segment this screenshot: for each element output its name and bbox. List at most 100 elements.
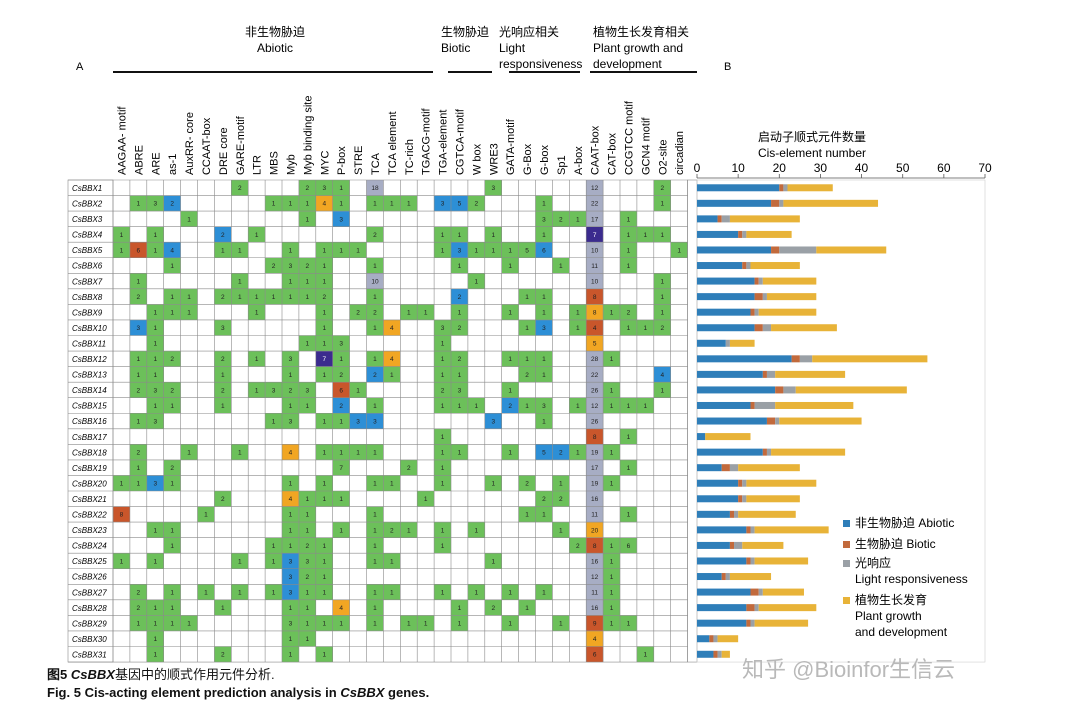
heatmap-cell-value: 1 — [475, 527, 479, 534]
heatmap-cell-value: 1 — [458, 621, 462, 628]
heatmap-cell-value: 2 — [221, 232, 225, 239]
heatmap-cell — [146, 319, 164, 336]
bar-segment — [795, 386, 907, 394]
heatmap-cell-value: 1 — [120, 481, 124, 488]
heatmap-cell-value: 1 — [441, 403, 445, 410]
bar-segment — [729, 573, 772, 581]
bar-segment — [697, 510, 730, 518]
heatmap-cell — [620, 459, 637, 476]
gene-label: CsBBX5 — [72, 246, 103, 255]
heatmap-cell-value: 1 — [390, 372, 394, 379]
element-label: GCN4 motif — [640, 117, 652, 175]
category-light-en-1: Light — [499, 41, 526, 55]
heatmap-cell — [282, 195, 299, 212]
heatmap-cell-value: 1 — [339, 496, 343, 503]
gene-label: CsBBX2 — [72, 200, 103, 209]
heatmap-cell — [332, 444, 350, 460]
bar-segment — [734, 510, 739, 518]
bar-segment — [697, 293, 755, 301]
element-label: TCA element — [387, 111, 399, 175]
heatmap-cell — [146, 351, 164, 367]
heatmap-cell-value: 1 — [576, 450, 580, 457]
heatmap-cell-value: 26 — [591, 418, 599, 425]
heatmap-cell — [366, 506, 384, 523]
heatmap-cell-value: 12 — [591, 574, 599, 581]
heatmap-cell-value: 1 — [221, 403, 225, 410]
heatmap-cell-value: 1 — [475, 403, 479, 410]
heatmap-cell — [451, 288, 468, 305]
bar-segment — [697, 604, 747, 612]
heatmap-cell-value: 1 — [458, 372, 462, 379]
heatmap-cell-value: 1 — [610, 356, 614, 363]
bar-segment — [750, 588, 759, 596]
bar-segment — [766, 293, 817, 301]
heatmap-cell — [248, 382, 266, 398]
bar-segment — [754, 557, 809, 565]
heatmap-cell-value: 1 — [221, 372, 225, 379]
heatmap-cell — [586, 304, 604, 320]
heatmap-cell-value: 2 — [221, 652, 225, 659]
heatmap-cell — [315, 273, 333, 289]
heatmap-cell-value: 1 — [525, 356, 529, 363]
heatmap-cell-value: 2 — [272, 263, 276, 270]
heatmap-cell-value: 1 — [322, 341, 326, 348]
element-label: LTR — [252, 155, 264, 175]
heatmap-cell-value: 1 — [610, 450, 614, 457]
heatmap-cell-value: 1 — [153, 558, 157, 565]
heatmap-cell — [400, 195, 418, 212]
heatmap-cell — [501, 304, 519, 320]
heatmap-cell-value: 2 — [559, 496, 563, 503]
heatmap-cell — [163, 584, 181, 600]
heatmap-cell — [315, 584, 333, 600]
bar-segment — [746, 557, 751, 565]
heatmap-cell-value: 1 — [153, 341, 157, 348]
heatmap-cell — [298, 180, 316, 196]
heatmap-cell — [298, 382, 316, 398]
heatmap-cell-value: 1 — [627, 325, 631, 332]
heatmap-cell-value: 1 — [306, 341, 310, 348]
heatmap-cell — [298, 615, 316, 631]
heatmap-cell — [282, 242, 299, 258]
heatmap-cell — [163, 615, 181, 631]
heatmap-cell — [366, 599, 384, 616]
heatmap-cell — [434, 444, 451, 460]
heatmap-cell-value: 2 — [306, 263, 310, 270]
heatmap-cell-value: 1 — [610, 481, 614, 488]
bar-segment — [758, 604, 817, 612]
element-label: O2-site — [657, 140, 669, 175]
bar-segment — [729, 215, 800, 223]
heatmap-cell-value: 1 — [542, 201, 546, 208]
heatmap-cell-value: 1 — [373, 543, 377, 550]
heatmap-cell-value: 2 — [458, 325, 462, 332]
bar-segment — [738, 510, 796, 518]
bar-segment — [742, 479, 747, 487]
row-labels: CsBBX1 CsBBX2 CsBBX3 CsBBX4 CsBBX5 CsBBX6 CsBB… — [72, 184, 107, 660]
heatmap-cell — [535, 195, 553, 212]
heatmap-cell — [231, 584, 249, 600]
heatmap-cell-value: 1 — [424, 621, 428, 628]
heatmap-cell — [315, 366, 333, 383]
heatmap-cell-value: 2 — [458, 356, 462, 363]
heatmap-cell — [451, 615, 468, 631]
heatmap-cell-value: 1 — [373, 558, 377, 565]
heatmap-cell-value: 1 — [407, 621, 411, 628]
heatmap-cell — [586, 257, 604, 274]
heatmap-cell-value: 1 — [322, 589, 326, 596]
heatmap-cell-value: 1 — [170, 310, 174, 317]
element-label: circadian — [674, 131, 686, 175]
heatmap-cell-value: 1 — [322, 621, 326, 628]
heatmap-cell-value: 4 — [390, 356, 394, 363]
element-label: CCGTCC motif — [623, 100, 635, 175]
x-tick-label: 70 — [978, 161, 992, 175]
category-growth-en-2: development — [593, 57, 662, 71]
heatmap-cell — [620, 211, 637, 227]
heatmap-cell-value: 1 — [542, 294, 546, 301]
heatmap-cell — [146, 397, 164, 414]
heatmap-cell-value: 1 — [187, 621, 191, 628]
heatmap-cell — [603, 553, 620, 569]
caption-zh: 图5 CsBBX基因中的顺式作用元件分析. — [47, 664, 275, 683]
element-label: G-box — [539, 145, 551, 175]
heatmap-cell-value: 1 — [170, 605, 174, 612]
heatmap-cell — [569, 444, 587, 460]
heatmap-cell — [586, 351, 604, 367]
